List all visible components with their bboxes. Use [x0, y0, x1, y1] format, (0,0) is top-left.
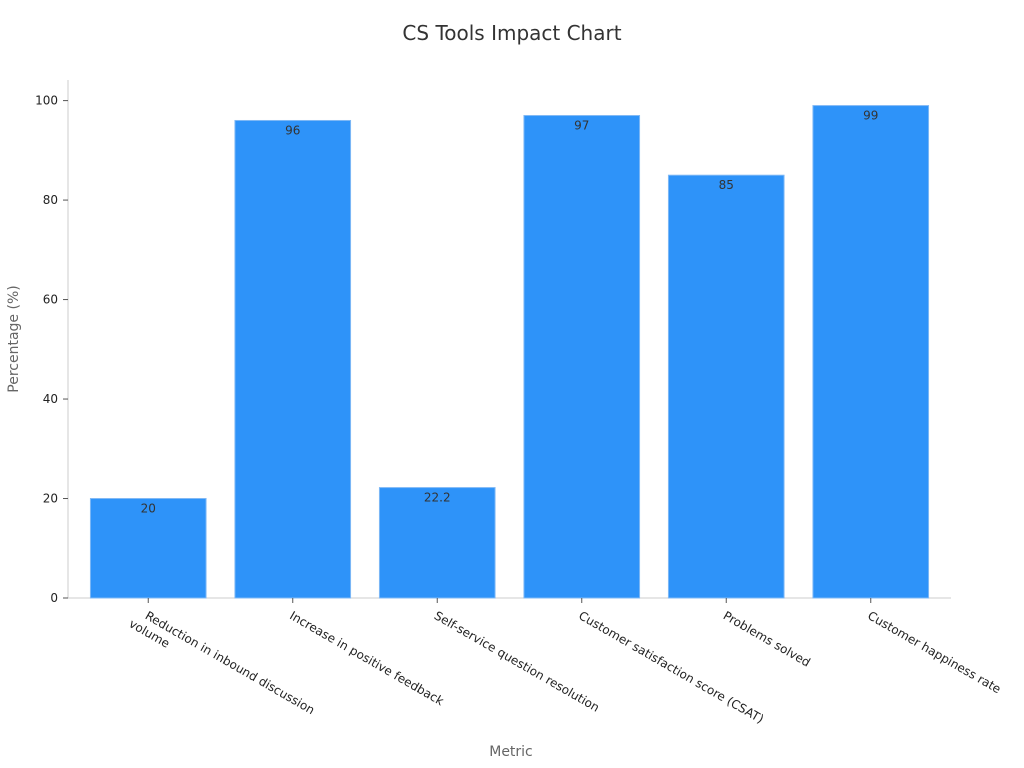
- bar: [89, 498, 207, 599]
- x-tick-label: Reduction in inbound discussionvolume: [127, 603, 318, 730]
- bar: [667, 174, 785, 599]
- data-label: 22.2: [424, 491, 451, 505]
- bar: [523, 115, 641, 599]
- data-labels: 20 96 22.2 97 85 99: [141, 109, 879, 516]
- x-axis-ticks: Reduction in inbound discussionvolume Inc…: [127, 598, 1003, 730]
- bar: [234, 119, 352, 599]
- x-tick-label: Customer happiness rate: [865, 608, 1003, 696]
- y-tick-label: 0: [50, 591, 58, 605]
- x-tick-label: Problems solved: [721, 608, 813, 669]
- y-axis-label: Percentage (%): [6, 285, 22, 392]
- data-label: 99: [863, 109, 878, 123]
- bar: [378, 487, 496, 599]
- chart-title: CS Tools Impact Chart: [402, 21, 621, 45]
- data-label: 20: [141, 502, 156, 516]
- x-tick-label: Self-service question resolution: [432, 608, 602, 714]
- data-label: 97: [574, 119, 589, 133]
- data-label: 96: [285, 123, 300, 137]
- y-axis-ticks: 0 20 40 60 80 100: [35, 94, 68, 605]
- bar: [812, 105, 930, 599]
- bars: [89, 105, 930, 599]
- y-tick-label: 100: [35, 94, 58, 108]
- y-tick-label: 60: [43, 293, 58, 307]
- data-label: 85: [719, 178, 734, 192]
- x-axis-label: Metric: [489, 744, 533, 760]
- y-tick-label: 40: [43, 392, 58, 406]
- y-tick-label: 80: [43, 193, 58, 207]
- y-tick-label: 20: [43, 492, 58, 506]
- x-tick-label: Increase in positive feedback: [287, 608, 446, 708]
